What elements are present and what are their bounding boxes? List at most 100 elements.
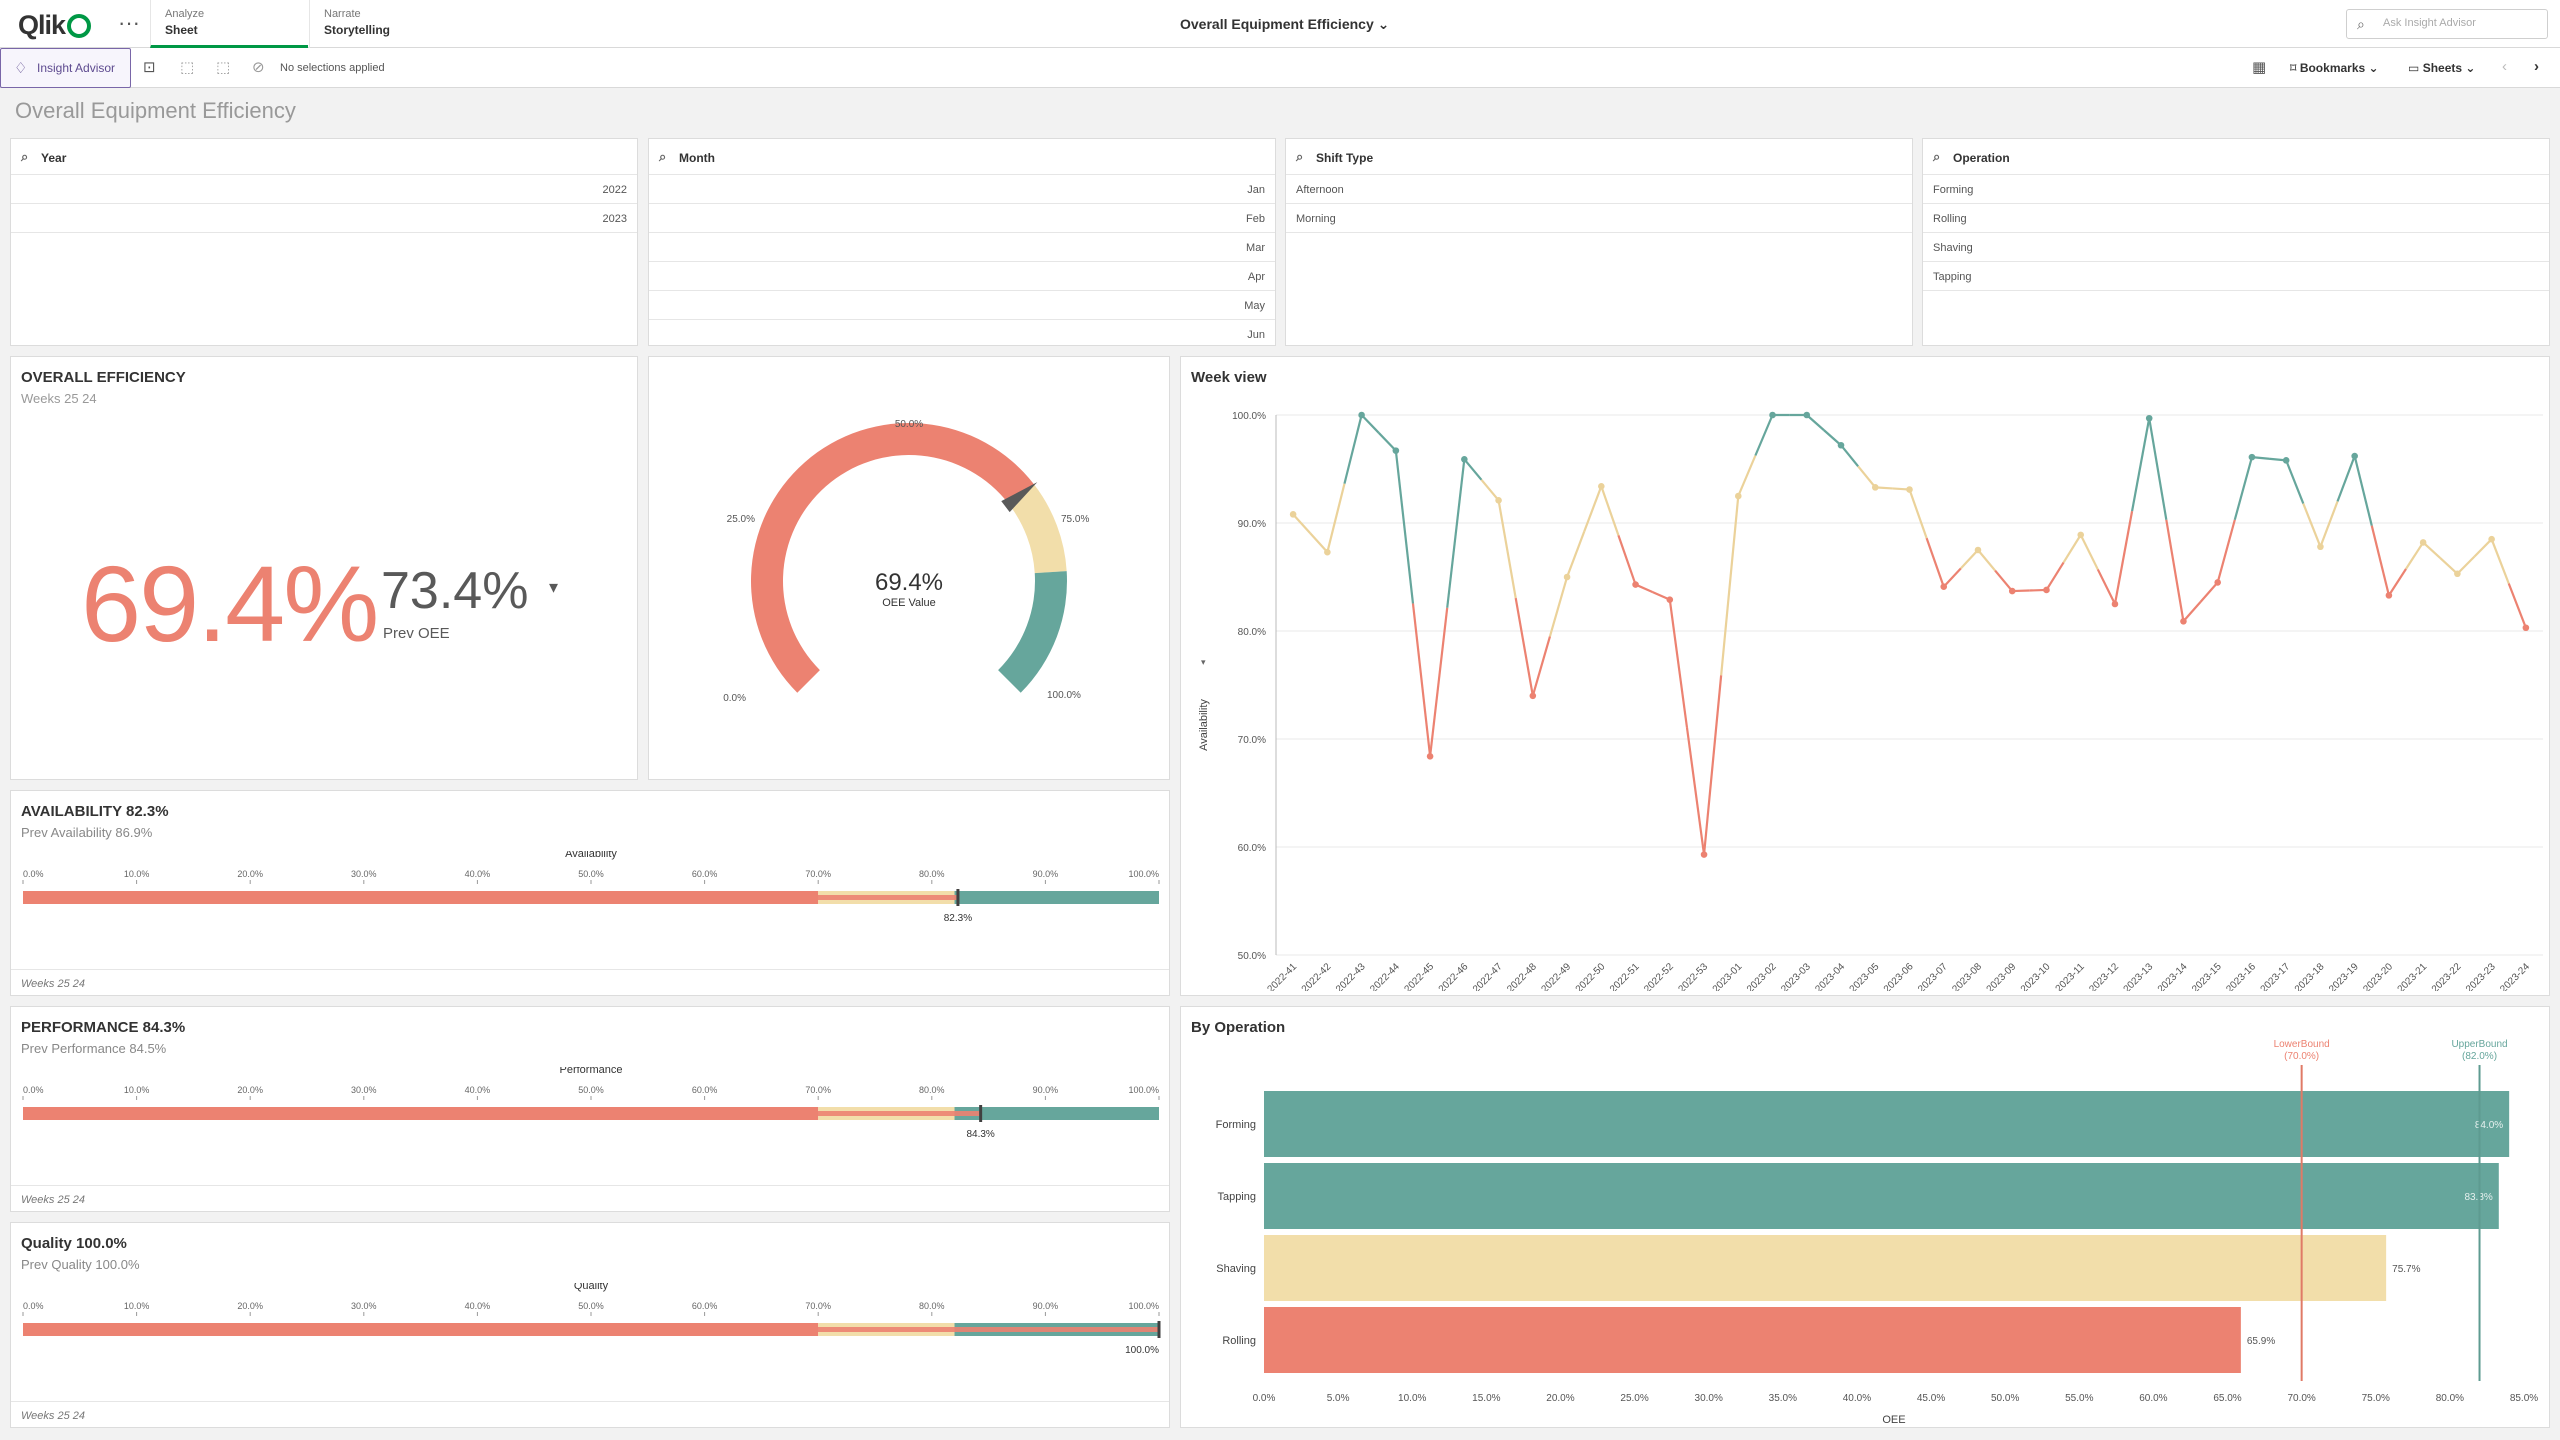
series-line-segment <box>1960 549 1979 570</box>
bullet-measure-label: Quality <box>574 1283 609 1292</box>
search-icon: ⌕ <box>21 149 29 164</box>
x-tick-label: 35.0% <box>1769 1393 1797 1404</box>
by-operation-title: By Operation <box>1191 1019 1286 1036</box>
app-title-dropdown[interactable]: Overall Equipment Efficiency ⌄ <box>1180 16 1389 33</box>
bar <box>1264 1235 2387 1301</box>
bookmarks-button[interactable]: ⌑ Bookmarks ⌄ <box>2290 61 2379 75</box>
filter-item[interactable]: Jan <box>649 175 1275 204</box>
series-line-segment <box>1617 535 1637 585</box>
qlik-logo[interactable]: Qlik <box>18 10 92 41</box>
series-line-segment <box>2165 519 2185 622</box>
bullet-quality[interactable]: Quality 100.0% Prev Quality 100.0% Quali… <box>10 1222 1170 1428</box>
bullet-performance[interactable]: PERFORMANCE 84.3% Prev Performance 84.5%… <box>10 1006 1170 1212</box>
filter-item[interactable]: 2023 <box>11 204 637 233</box>
step-forward-icon[interactable]: ⬚ <box>216 59 231 76</box>
data-point <box>2214 579 2221 586</box>
data-point <box>1940 583 1948 591</box>
asset-panel-icon[interactable]: ▦ <box>2252 59 2267 76</box>
bar-value-label: 75.7% <box>2392 1264 2420 1275</box>
filter-header-year[interactable]: ⌕ Year <box>11 139 637 175</box>
filter-item[interactable]: May <box>649 291 1275 320</box>
bullet-tick-label: 50.0% <box>578 1301 604 1311</box>
series-line-segment <box>2456 555 2476 575</box>
clear-selections-icon[interactable]: ⊘ <box>252 59 265 76</box>
filter-item[interactable]: Morning <box>1286 204 1912 233</box>
x-tick-label: 2022-51 <box>1608 961 1642 991</box>
filter-item[interactable]: Mar <box>649 233 1275 262</box>
filter-header-month[interactable]: ⌕ Month <box>649 139 1275 175</box>
bullet-tick-label: 10.0% <box>124 869 150 879</box>
bullet-prev: Prev Availability 86.9% <box>21 825 153 840</box>
category-label: Forming <box>1216 1119 1256 1131</box>
tab-narrate-label: Narrate <box>324 8 361 20</box>
by-operation-chart[interactable]: By Operation Forming84.0%Tapping83.3%Sha… <box>1180 1006 2550 1428</box>
insight-advisor-button[interactable]: ♢ Insight Advisor <box>0 48 131 88</box>
step-back-icon[interactable]: ⬚ <box>180 59 195 76</box>
bullet-availability[interactable]: AVAILABILITY 82.3% Prev Availability 86.… <box>10 790 1170 996</box>
filter-item[interactable]: Tapping <box>1923 262 2549 291</box>
x-tick-label: 2023-19 <box>2327 961 2361 991</box>
filter-item[interactable]: 2022 <box>11 175 637 204</box>
x-tick-label: 2023-06 <box>1882 961 1916 991</box>
gauge-band-yellow <box>1008 484 1067 574</box>
category-label: Tapping <box>1217 1191 1256 1203</box>
series-line-segment <box>1600 485 1620 536</box>
series-line-segment <box>1548 576 1569 637</box>
filter-pane-operation[interactable]: ⌕ Operation Forming Rolling Shaving Tappi… <box>1922 138 2550 346</box>
filter-item[interactable]: Rolling <box>1923 204 2549 233</box>
tab-narrate-storytelling[interactable]: Narrate Storytelling <box>309 0 467 48</box>
bullet-title: PERFORMANCE 84.3% <box>21 1019 186 1036</box>
filter-pane-month[interactable]: ⌕ Month Jan Feb Mar Apr May Jun <box>648 138 1276 346</box>
filter-pane-year[interactable]: ⌕ Year 2022 2023 <box>10 138 638 346</box>
week-view-chart[interactable]: Week view 50.0% 60.0% 70.0% 80.0% 90.0% 100.0… <box>1180 356 2550 996</box>
x-tick-label: 2023-03 <box>1779 961 1813 991</box>
filter-item[interactable]: Feb <box>649 204 1275 233</box>
data-point <box>1974 546 1982 554</box>
x-tick-label: 2022-45 <box>1402 961 1436 991</box>
x-tick-label: 2022-47 <box>1471 961 1505 991</box>
sheets-button[interactable]: ▭ Sheets ⌄ <box>2408 61 2475 75</box>
filter-item[interactable]: Shaving <box>1923 233 2549 262</box>
filter-item[interactable]: Apr <box>649 262 1275 291</box>
series-line-segment <box>2096 568 2116 605</box>
series-line-segment <box>1326 483 1346 553</box>
ask-insight-advisor-input[interactable]: ⌕ Ask Insight Advisor <box>2346 9 2548 39</box>
tab-storytelling-label: Storytelling <box>324 23 391 37</box>
data-point <box>2043 586 2050 594</box>
series-line-segment <box>2302 503 2322 548</box>
x-tick-label: 2023-21 <box>2396 961 2430 991</box>
qlik-logo-icon <box>67 14 92 38</box>
bullet-value-label: 82.3% <box>944 913 972 924</box>
next-sheet-icon[interactable]: › <box>2534 58 2539 75</box>
filter-item[interactable]: Forming <box>1923 175 2549 204</box>
kpi-overall-efficiency[interactable]: OVERALL EFFICIENCY Weeks 25 24 69.4% 73.… <box>10 356 638 780</box>
tab-analyze-sheet[interactable]: Analyze Sheet <box>150 0 308 48</box>
gauge-oee[interactable]: 69.4% OEE Value 0.0% 25.0% 50.0% 75.0% 1… <box>648 356 1170 780</box>
bullet-measure-label: Availability <box>565 851 617 860</box>
data-point <box>1358 411 1365 419</box>
x-tick-label: 2023-11 <box>2054 961 2088 991</box>
bullet-tick-label: 80.0% <box>919 1085 945 1095</box>
bullet-tick-label: 40.0% <box>465 1085 491 1095</box>
series-line-segment <box>1994 569 2014 592</box>
filter-item[interactable]: Afternoon <box>1286 175 1912 204</box>
bullet-range-green <box>954 1107 1159 1120</box>
filter-header-operation[interactable]: ⌕ Operation <box>1923 139 2549 175</box>
data-point <box>2419 539 2427 546</box>
bullet-tick-label: 0.0% <box>23 1085 44 1095</box>
data-point <box>1734 492 1742 500</box>
y-tick-label: 50.0% <box>1238 951 1266 962</box>
series-line-segment <box>2353 455 2373 526</box>
data-point <box>1324 548 1331 556</box>
filter-item[interactable]: Jun <box>649 320 1275 345</box>
more-menu-icon[interactable]: ··· <box>118 10 140 35</box>
series-line-segment <box>1566 531 1586 578</box>
smart-search-icon[interactable]: ⊡ <box>143 59 156 76</box>
bullet-footer: Weeks 25 24 <box>11 1185 1169 1211</box>
series-line-segment <box>1720 495 1740 676</box>
bullet-tick-label: 30.0% <box>351 869 377 879</box>
previous-sheet-icon[interactable]: ‹ <box>2502 58 2507 75</box>
filter-pane-shift-type[interactable]: ⌕ Shift Type Afternoon Morning <box>1285 138 1913 346</box>
filter-header-shift-type[interactable]: ⌕ Shift Type <box>1286 139 1912 175</box>
x-tick-label: 2022-43 <box>1334 961 1368 991</box>
